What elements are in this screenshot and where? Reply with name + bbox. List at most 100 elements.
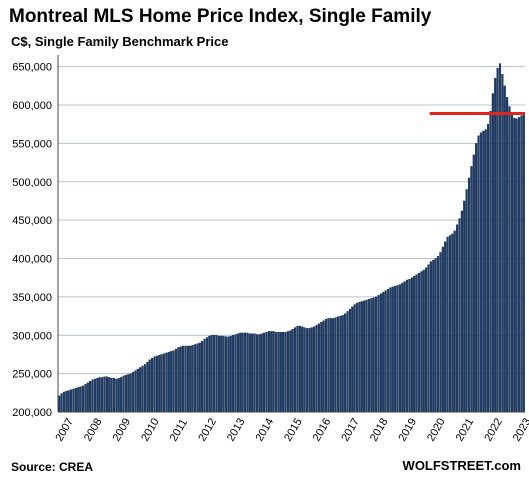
bar [284,331,287,413]
bar [320,322,323,413]
bar [143,364,147,413]
y-tick-label: 550,000 [12,138,52,150]
bar [224,336,228,413]
y-axis-tick-labels: 200,000 250,000 300,000 350,000 400,000 450,0… [12,62,52,419]
bar [463,200,466,413]
bar [370,298,373,413]
bar [401,282,404,413]
brand-label: WOLFSTREET.com [402,458,521,473]
bar [487,124,490,413]
bar [301,326,304,413]
bar [203,338,206,413]
bar [427,264,430,413]
chart-subtitle: C$, Single Family Benchmark Price [11,34,229,49]
bar [77,387,80,413]
bar [384,290,387,413]
bar [406,279,409,413]
bar [191,345,194,413]
bar [324,318,328,413]
bar [484,129,487,413]
x-tick-label: 2023 [511,416,529,443]
bar [377,295,380,413]
bar [160,354,163,413]
bar [70,389,73,413]
bar [86,382,89,413]
bar [329,318,332,413]
bar [298,325,301,413]
bar [196,343,199,413]
bar [398,284,401,413]
bar [291,328,294,413]
x-tick-label: 2021 [454,416,477,443]
y-tick-label: 350,000 [12,292,52,304]
y-tick-label: 600,000 [12,100,52,112]
bar [213,335,216,413]
bar [479,132,482,413]
bar [270,331,273,413]
bar [508,106,511,413]
bar [448,235,452,413]
bar [255,334,259,413]
bar [222,335,225,413]
bar [98,377,101,413]
bar [417,272,421,413]
bar [251,333,254,413]
bar [413,275,416,413]
bar [470,166,473,413]
bar [241,332,244,413]
bar [62,391,66,413]
bar [336,316,340,413]
bar [158,355,161,413]
bar [286,331,289,413]
bar [332,318,335,413]
bar [146,361,149,413]
x-tick-label: 2011 [168,417,190,443]
bar [105,376,108,413]
bar [451,233,454,413]
bar [172,350,175,413]
bar [439,252,442,413]
bar [101,377,104,413]
bar [174,348,178,413]
bar [351,306,354,413]
bar [193,344,197,413]
x-tick-label: 2013 [225,416,248,443]
x-axis-tick-labels: 2007 2008 2009 2010 2011 2012 2013 2014 2015 2016… [53,416,529,443]
bar [74,388,77,413]
bar [72,388,75,413]
bar [341,315,344,413]
bar [189,345,192,413]
y-tick-label: 400,000 [12,254,52,266]
x-tick-label: 2020 [425,416,448,443]
bar [391,286,394,413]
bar [201,341,204,413]
bar [429,261,432,413]
x-tick-label: 2014 [254,416,277,443]
bar [282,331,285,413]
bar [501,74,504,413]
bar [170,351,173,413]
bar [458,218,461,413]
bar [522,114,525,413]
bar [220,335,223,413]
bar [294,327,297,413]
bar [344,313,347,413]
bar [205,337,208,413]
bar [460,210,463,413]
bar [279,331,282,413]
bar [136,368,139,413]
bar [79,386,82,413]
bar [334,317,337,413]
bars [58,63,525,413]
bar [432,259,435,413]
bar [91,379,94,413]
bar [498,63,502,413]
bar [65,391,68,413]
x-tick-label: 2019 [396,416,419,443]
bar [227,336,230,413]
bar [108,377,111,413]
bar [117,378,120,413]
bar [310,327,313,413]
bar [434,258,437,413]
source-label: Source: CREA [11,460,94,474]
